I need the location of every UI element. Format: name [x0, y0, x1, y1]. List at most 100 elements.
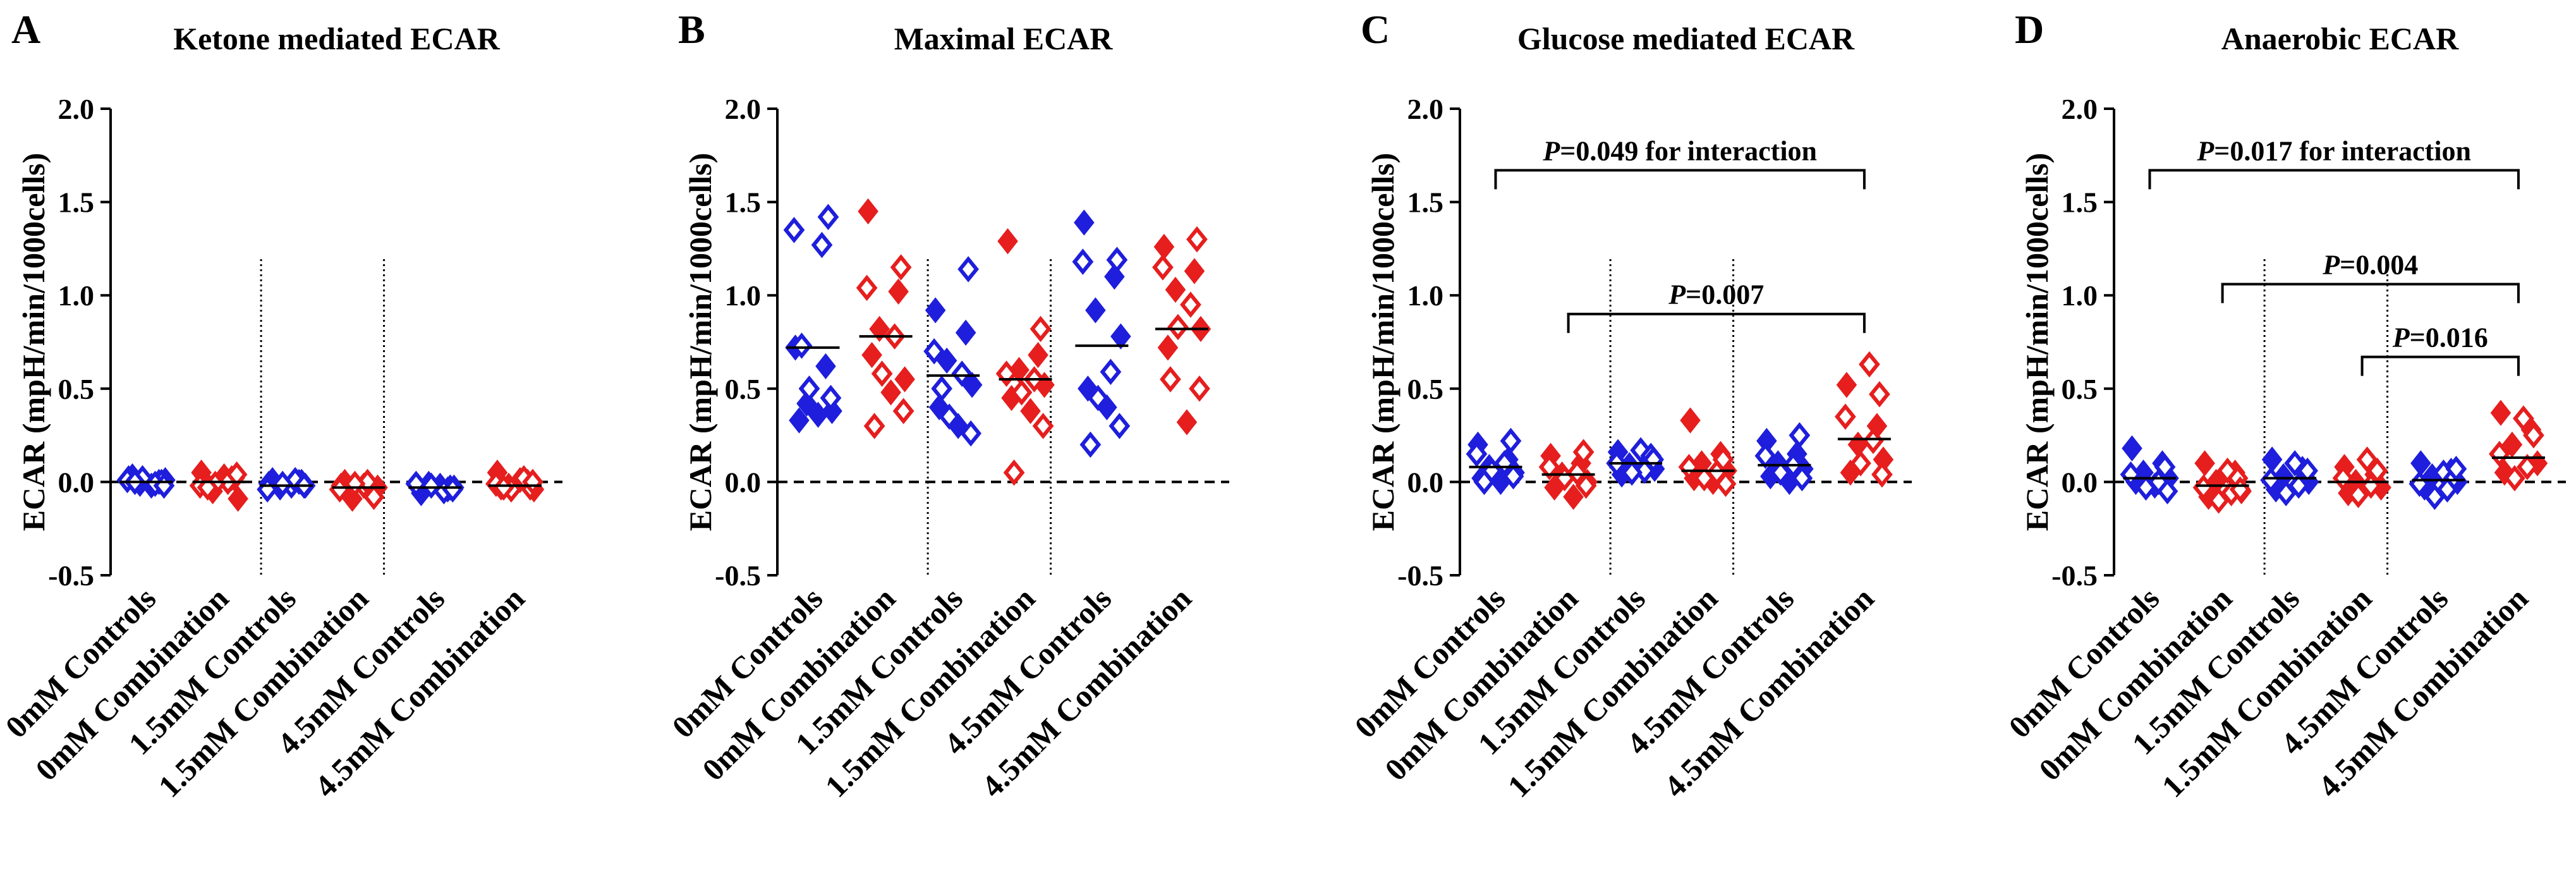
data-point-filled [1563, 484, 1584, 510]
data-point-open [1871, 461, 1893, 488]
data-point-filled [822, 398, 842, 424]
data-point-filled [1028, 342, 1048, 369]
y-tick-label: 1.0 [1407, 279, 1444, 312]
data-point-open [1835, 403, 1856, 430]
p-value-text: =0.004 [2340, 249, 2418, 280]
data-point-open [817, 204, 839, 230]
y-tick-label: -0.5 [715, 559, 761, 592]
data-point-open [791, 333, 813, 359]
data-point-filled [861, 342, 882, 369]
data-point-open [820, 384, 842, 412]
data-point-open [1715, 470, 1737, 498]
data-point-filled [2490, 400, 2512, 426]
data-point-open [522, 468, 544, 496]
data-point-open [2297, 457, 2319, 484]
y-tick-label: 0.5 [58, 373, 95, 405]
significance-bracket [1567, 312, 1866, 333]
data-point-filled [925, 297, 946, 324]
data-point-filled [2122, 435, 2142, 461]
panel-title: Ketone mediated ECAR [173, 21, 500, 56]
panel-title: Maximal ECAR [894, 21, 1114, 56]
data-point-open [1087, 384, 1109, 412]
y-tick-label: 0.0 [1407, 466, 1444, 498]
y-tick-label: 2.0 [1407, 93, 1444, 125]
significance-label: P=0.017 for interaction [2196, 135, 2471, 166]
data-point-open [1850, 450, 1871, 477]
p-value-text: =0.016 [2410, 322, 2488, 353]
data-point-filled [2194, 450, 2215, 477]
data-point-open [931, 375, 953, 402]
data-point-open [2120, 461, 2142, 488]
data-point-open [1180, 291, 1201, 318]
data-point-open [1575, 472, 1597, 499]
panel-letter: B [678, 7, 705, 52]
data-point-filled [1085, 297, 1106, 324]
data-point-filled [997, 228, 1018, 255]
data-point-open [2356, 446, 2378, 473]
y-tick-label: 0.0 [2062, 466, 2098, 498]
data-point-open [1167, 314, 1189, 341]
data-point-open [1862, 427, 1884, 455]
data-point-open [1079, 431, 1102, 458]
data-point-filled [928, 394, 950, 420]
data-point-open [1160, 366, 1181, 393]
data-point-open [1072, 248, 1094, 275]
data-point-open [2192, 474, 2215, 501]
data-point-open [405, 470, 427, 498]
data-point-open [1770, 459, 1792, 486]
data-point-filled [2261, 446, 2283, 473]
data-point-open [1030, 315, 1052, 343]
data-point-open [2517, 454, 2538, 480]
data-point-open [1189, 375, 1210, 402]
p-value-text: =0.017 for interaction [2214, 135, 2471, 166]
data-point-open [1100, 358, 1122, 385]
data-point-open [1152, 254, 1174, 281]
data-point-open [2208, 487, 2230, 514]
data-point-filled [869, 315, 890, 342]
data-point-filled [1184, 258, 1205, 284]
data-point-filled [815, 353, 836, 379]
y-tick-label: 2.0 [725, 93, 762, 125]
y-tick-label: 2.0 [58, 93, 95, 125]
panel-letter: D [2015, 7, 2044, 52]
p-symbol: P [2196, 135, 2215, 166]
data-point-open [1032, 413, 1054, 439]
data-point-open [1186, 226, 1208, 253]
panel-title: Glucose mediated ECAR [1517, 21, 1855, 56]
significance-bracket [1494, 169, 1866, 190]
p-value-text: =0.007 [1686, 279, 1764, 310]
data-point-open [2135, 474, 2157, 501]
data-point-open [272, 470, 294, 498]
data-point-filled [1104, 264, 1125, 290]
data-point-open [890, 254, 912, 281]
data-point-filled [1176, 409, 1198, 436]
data-point-filled [955, 319, 976, 346]
y-tick-label: -0.5 [2051, 559, 2098, 592]
panel-letter: C [1361, 7, 1390, 52]
data-point-filled [1153, 233, 1175, 260]
data-point-open [1869, 381, 1890, 408]
y-tick-label: -0.5 [1397, 559, 1443, 592]
data-point-filled [888, 278, 909, 305]
significance-label: P=0.007 [1668, 279, 1764, 310]
y-tick-label: 1.5 [2062, 186, 2098, 219]
data-point-open [939, 403, 961, 430]
data-point-open [1109, 413, 1131, 439]
data-point-open [863, 413, 885, 439]
data-point-open [960, 420, 982, 447]
data-point-filled [880, 379, 901, 406]
data-point-open [892, 398, 914, 424]
data-point-open [2260, 467, 2282, 494]
data-point-open [1502, 463, 1524, 490]
data-point-open [1859, 351, 1880, 378]
panel-letter: A [11, 7, 40, 52]
data-point-open [1572, 439, 1595, 465]
data-point-open [1011, 379, 1033, 406]
data-point-filled [1680, 407, 1701, 434]
data-point-open [226, 461, 248, 488]
data-point-open [493, 474, 514, 501]
y-tick-label: 1.5 [58, 186, 95, 219]
p-symbol: P [2392, 322, 2410, 353]
data-point-filled [789, 407, 810, 434]
